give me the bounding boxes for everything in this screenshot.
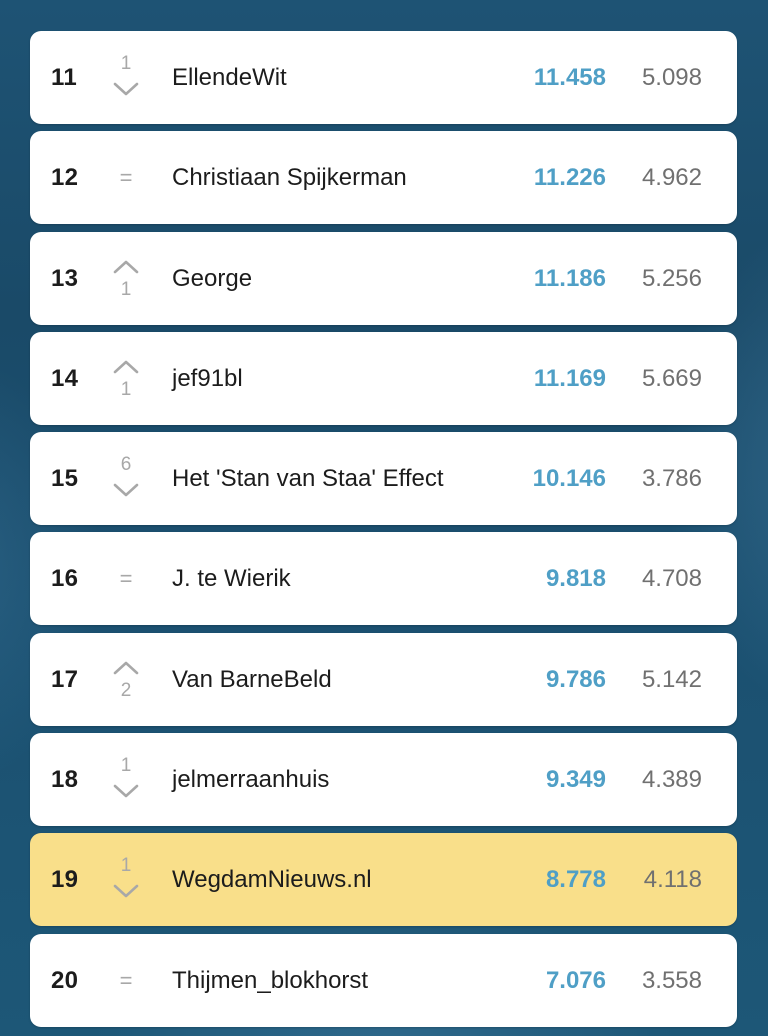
leaderboard-row[interactable]: 18 1 jelmerraanhuis 9.349 4.389	[30, 733, 737, 827]
rank-number: 20	[51, 966, 79, 994]
leaderboard-row[interactable]: 17 2 Van BarneBeld 9.786 5.142	[30, 632, 737, 726]
secondary-points: 3.786	[641, 465, 702, 493]
secondary-points: 5.098	[641, 64, 702, 91]
player-name: Van BarneBeld	[172, 665, 332, 693]
secondary-points: 4.708	[641, 565, 702, 593]
player-name: Christiaan Spijkerman	[172, 164, 407, 192]
rank-number: 11	[51, 64, 77, 91]
equal-icon: =	[119, 967, 133, 993]
rank-number: 14	[51, 364, 79, 392]
rank-change-value: 6	[120, 454, 132, 476]
secondary-points: 4.389	[641, 766, 702, 794]
rank-change: =	[108, 532, 144, 625]
leaderboard-row[interactable]: 20 = Thijmen_blokhorst 7.076 3.558	[30, 933, 737, 1027]
leaderboard-list: 11 1 EllendeWit 11.458 5.098 12 = Christ…	[30, 31, 737, 1034]
leaderboard-row-current-user[interactable]: 19 1 WegdamNieuws.nl 8.778 4.118	[30, 833, 737, 927]
secondary-points: 4.962	[641, 164, 702, 192]
rank-number: 12	[51, 164, 79, 192]
leaderboard-row[interactable]: 16 = J. te Wierik 9.818 4.708	[30, 532, 737, 626]
total-points: 7.076	[545, 966, 606, 994]
player-name: George	[172, 264, 253, 292]
player-name: J. te Wierik	[172, 565, 291, 593]
chevron-down-icon	[113, 885, 139, 898]
rank-change-value: 2	[120, 679, 132, 701]
rank-change: =	[108, 131, 144, 224]
rank-number: 19	[51, 866, 79, 894]
rank-number: 16	[51, 565, 79, 593]
player-name: EllendeWit	[172, 64, 287, 91]
chevron-down-icon	[113, 784, 139, 798]
total-points: 11.169	[533, 364, 606, 392]
rank-change-value: 1	[120, 755, 132, 777]
player-name: WegdamNieuws.nl	[172, 866, 372, 894]
total-points: 11.458	[533, 64, 606, 91]
rank-number: 18	[51, 766, 79, 794]
rank-change: 1	[108, 332, 144, 425]
secondary-points: 5.142	[641, 665, 702, 693]
total-points: 9.786	[545, 665, 606, 693]
total-points: 8.778	[545, 866, 606, 894]
rank-change: 1	[108, 31, 144, 124]
secondary-points: 3.558	[641, 966, 702, 994]
total-points: 9.349	[545, 766, 606, 794]
chevron-up-icon	[113, 260, 139, 273]
total-points: 9.818	[545, 565, 606, 593]
leaderboard-row[interactable]: 12 = Christiaan Spijkerman 11.226 4.962	[30, 131, 737, 225]
equal-icon: =	[119, 566, 133, 592]
rank-number: 15	[51, 465, 79, 493]
rank-change: =	[108, 934, 144, 1027]
leaderboard-row[interactable]: 11 1 EllendeWit 11.458 5.098	[30, 31, 737, 124]
secondary-points: 4.118	[643, 866, 702, 894]
leaderboard-row[interactable]: 15 6 Het 'Stan van Staa' Effect 10.146 3…	[30, 432, 737, 526]
rank-number: 13	[51, 264, 79, 292]
leaderboard-row[interactable]: 13 1 George 11.186 5.256	[30, 231, 737, 325]
chevron-down-icon	[113, 483, 139, 497]
chevron-down-icon	[113, 82, 139, 96]
player-name: jef91bl	[172, 364, 243, 392]
rank-change: 6	[108, 432, 144, 525]
rank-change: 1	[108, 232, 144, 325]
rank-number: 17	[51, 665, 79, 693]
rank-change: 1	[108, 733, 144, 826]
secondary-points: 5.256	[641, 264, 702, 292]
chevron-up-icon	[113, 661, 139, 675]
rank-change: 2	[108, 633, 144, 726]
total-points: 11.226	[533, 164, 606, 192]
player-name: jelmerraanhuis	[172, 766, 330, 794]
total-points: 11.186	[533, 264, 606, 292]
total-points: 10.146	[532, 465, 606, 493]
rank-change-value: 1	[120, 278, 132, 300]
equal-icon: =	[119, 165, 133, 191]
player-name: Thijmen_blokhorst	[172, 966, 369, 994]
leaderboard-row[interactable]: 14 1 jef91bl 11.169 5.669	[30, 331, 737, 425]
chevron-up-icon	[113, 360, 139, 374]
player-name: Het 'Stan van Staa' Effect	[172, 465, 444, 493]
rank-change: 1	[108, 833, 144, 926]
rank-change-value: 1	[120, 378, 132, 400]
secondary-points: 5.669	[641, 364, 702, 392]
rank-change-value: 1	[120, 53, 132, 74]
rank-change-value: 1	[120, 855, 132, 877]
